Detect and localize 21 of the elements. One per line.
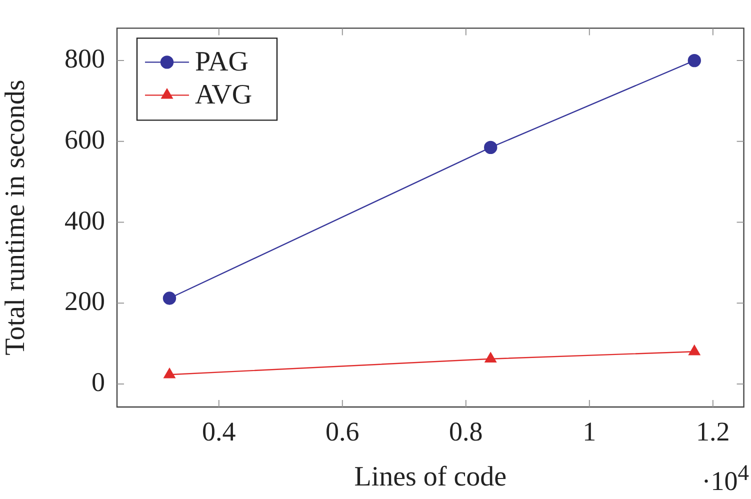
y-tick-label: 400 <box>64 205 105 236</box>
point <box>688 345 700 356</box>
point <box>688 54 701 68</box>
y-tick-label: 200 <box>64 286 105 316</box>
point <box>162 292 176 305</box>
y-tick-label: 800 <box>64 44 105 74</box>
x-tick-label: 1.2 <box>696 416 730 446</box>
point <box>484 140 498 154</box>
legend-label: PAG <box>195 46 248 78</box>
point <box>164 368 176 378</box>
legend-label: AVG <box>195 80 252 111</box>
y-tick-label: 0 <box>92 367 105 398</box>
y-tick-label: 600 <box>64 124 105 154</box>
x-tick-label: 0.6 <box>326 416 360 446</box>
y-axis-title: Total runtime in seconds <box>0 80 32 356</box>
x-tick-label: 0.4 <box>202 416 236 446</box>
x-tick-label: 1 <box>582 416 596 446</box>
text: ·10$^{4}$ <box>702 460 749 497</box>
x-tick-label: 0.8 <box>449 416 483 446</box>
point <box>484 352 496 362</box>
x-axis-title: Lines of code <box>354 462 507 493</box>
